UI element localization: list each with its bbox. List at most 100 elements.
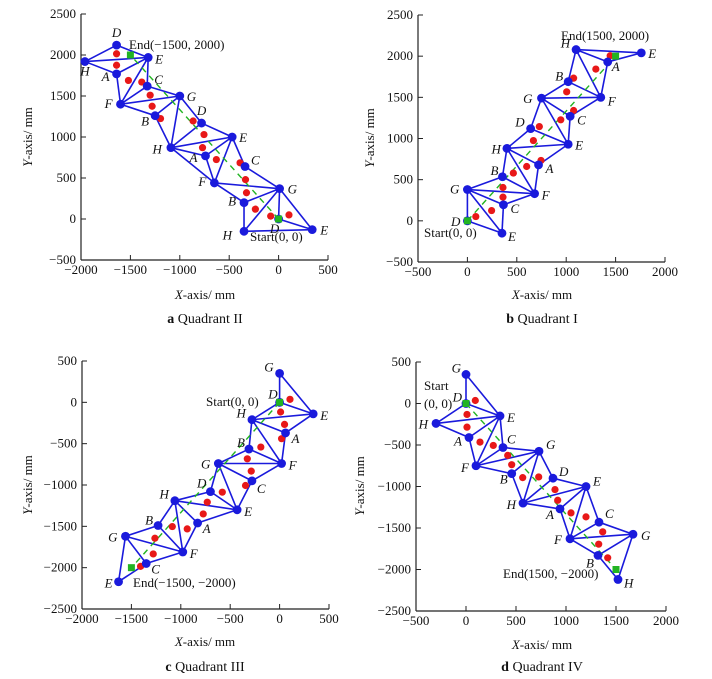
mechanism-link [435,422,470,439]
joint-node-b [150,111,160,121]
planned-path-line [466,55,617,222]
x-tick-label: 0 [275,262,282,277]
mechanism-link [251,462,282,482]
mechanism-link [559,485,587,510]
joint-node-c [240,162,250,171]
y-tick-label: 0 [405,396,412,411]
centroid-point [267,212,275,220]
joint-node-h [247,415,257,425]
mechanism-link [607,52,642,63]
joint-node-h [80,57,90,66]
y-tick-label: 1500 [50,88,76,103]
centroid-point [519,474,527,482]
mechanism-link [533,164,540,194]
mechanism-link [468,415,501,439]
mechanism-link [154,95,181,117]
node-label-a: A [453,434,462,449]
joint-node-e [114,577,123,587]
node-label-c: C [507,431,516,446]
y-tick-label: 2500 [387,7,413,22]
joint-node-h [518,498,528,508]
y-tick-label: 500 [392,354,412,369]
mechanism-link [567,49,577,82]
joint-node-a [603,57,613,67]
centroid-point [212,155,220,164]
y-tick-label: 2000 [50,47,76,62]
node-label-c: C [154,72,163,87]
mechanism-link [213,182,245,204]
mechanism-link [541,97,571,117]
node-label-h: H [158,487,169,502]
mechanism-link [170,95,181,148]
end-point [612,52,620,60]
centroid-point [203,498,211,506]
mechanism-link [154,115,172,149]
joint-node-e [581,482,591,491]
mechanism-link [278,218,313,231]
mechanism-link [84,56,149,63]
y-tick-label: −1000 [44,477,77,492]
plot-area: −500 0 500 1000 1500 2000 −2500 −2000 −1500 −1000… [378,354,679,628]
y-tick-label: 500 [57,170,77,185]
joint-node-a [534,160,543,170]
mechanism-link [251,418,286,434]
node-label-e: E [647,46,656,61]
mechanism-link [204,155,216,184]
x-tick-label: 1000 [553,264,579,279]
joint-node-a [112,69,121,79]
joint-node-e [143,53,153,62]
mechanism-link [499,415,504,448]
mechanism-link [541,81,569,99]
mechanism-link [120,103,156,117]
mechanism-link [475,464,512,475]
joint-node-f [209,178,219,188]
mechanism-link [597,533,634,557]
y-tick-label: 500 [394,172,414,187]
node-label-f: F [189,546,199,561]
joint-node-f [471,461,481,471]
mechanism-link [115,73,122,105]
mechanism-link [170,136,233,149]
joint-node-g [213,459,223,468]
mechanism-link [506,147,536,195]
y-tick-label: −500 [50,436,77,451]
centroid-point [535,122,543,131]
mechanism-link [279,401,314,415]
node-label-b: B [237,435,245,450]
centroid-point [112,50,121,58]
node-label-e: E [238,130,247,145]
mechanism-link [217,463,238,511]
x-tick-label: −2000 [64,262,97,277]
mechanism-link [84,60,117,75]
y-tick-label: 0 [407,213,414,228]
mechanism-link [617,533,634,580]
start-point [275,215,283,223]
joint-node-e [307,225,317,235]
node-label-h: H [506,497,517,512]
mechanism-link [218,448,250,465]
centroid-point [554,496,562,504]
mechanism-link [502,176,535,195]
mechanism-link [506,147,539,166]
mechanism-link [214,182,280,190]
joint-node-d [206,487,215,497]
node-label-a: A [545,161,554,176]
y-axis-title: Y-axis/ mm [20,107,35,167]
joint-node-g [275,369,284,378]
joint-node-c [247,476,257,486]
plot-area: −2000 −1500 −1000 −500 0 500 −500 0 500 1000 1500 2… [49,6,338,277]
y-tick-label: 0 [71,394,78,409]
joint-node-d [548,473,558,483]
centroid-point [567,509,575,517]
node-label-f: F [460,460,470,475]
y-tick-label: 2000 [387,48,413,63]
node-label-g: G [108,529,118,544]
mechanism-link [510,473,524,504]
node-label-g: G [187,89,197,104]
joint-node-f [530,189,539,199]
mechanism-link [209,490,238,511]
plot-area: −500 0 500 1000 1500 2000 −500 0 500 1000 1500 2000… [386,7,678,279]
mechanism-link [435,415,501,425]
mechanism-link [569,538,599,557]
